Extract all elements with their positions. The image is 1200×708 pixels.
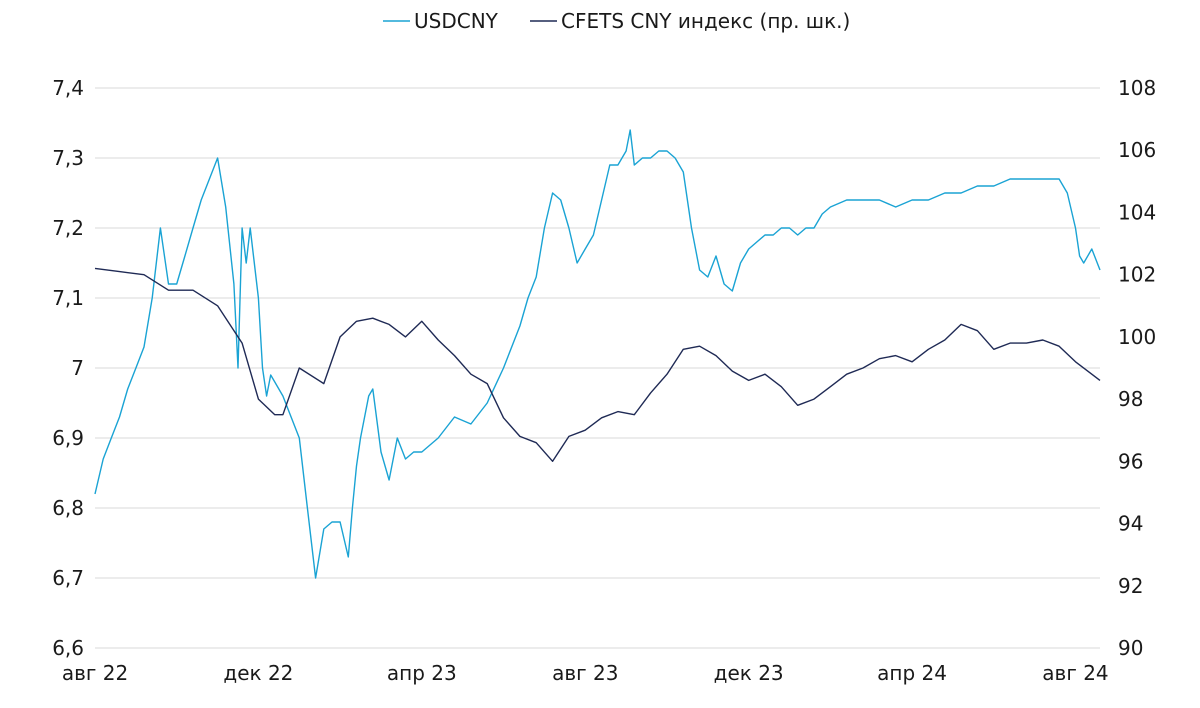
- right-tick-label: 108: [1118, 76, 1156, 100]
- left-tick-label: 7,2: [52, 216, 84, 240]
- x-tick-label: авг 22: [62, 661, 128, 685]
- right-tick-label: 94: [1118, 512, 1143, 536]
- left-tick-label: 6,6: [52, 636, 84, 660]
- right-tick-label: 104: [1118, 200, 1156, 224]
- right-tick-label: 92: [1118, 574, 1143, 598]
- left-tick-label: 6,8: [52, 496, 84, 520]
- series-layer: [94, 129, 1101, 579]
- right-tick-label: 98: [1118, 387, 1143, 411]
- right-tick-label: 106: [1118, 138, 1156, 162]
- series-line-cfets: [94, 267, 1101, 462]
- x-tick-label: апр 24: [877, 661, 947, 685]
- left-tick-label: 6,7: [52, 566, 84, 590]
- x-tick-label: апр 23: [387, 661, 457, 685]
- legend-label-usdcny: USDCNY: [414, 9, 499, 33]
- left-tick-label: 6,9: [52, 426, 84, 450]
- legend: USDCNY CFETS CNY индекс (пр. шк.): [383, 9, 850, 33]
- left-axis: 6,6 6,7 6,8 6,9 7 7,1 7,2 7,3 7,4: [52, 76, 84, 660]
- right-tick-label: 100: [1118, 325, 1156, 349]
- right-axis: 90 92 94 96 98 100 102 104 106 108: [1118, 76, 1156, 660]
- left-tick-label: 7,3: [52, 146, 84, 170]
- left-tick-label: 7: [71, 356, 84, 380]
- right-tick-label: 102: [1118, 263, 1156, 287]
- series-line-usdcny: [94, 129, 1101, 579]
- x-axis: авг 22 дек 22 апр 23 авг 23 дек 23 апр 24 авг …: [62, 661, 1109, 685]
- grid: [95, 87, 1100, 649]
- x-tick-label: авг 24: [1042, 661, 1108, 685]
- right-tick-label: 96: [1118, 449, 1143, 473]
- left-tick-label: 7,4: [52, 76, 84, 100]
- left-tick-label: 7,1: [52, 286, 84, 310]
- legend-label-cfets: CFETS CNY индекс (пр. шк.): [561, 9, 850, 33]
- right-tick-label: 90: [1118, 636, 1143, 660]
- x-tick-label: авг 23: [552, 661, 618, 685]
- x-tick-label: дек 23: [714, 661, 784, 685]
- x-tick-label: дек 22: [223, 661, 293, 685]
